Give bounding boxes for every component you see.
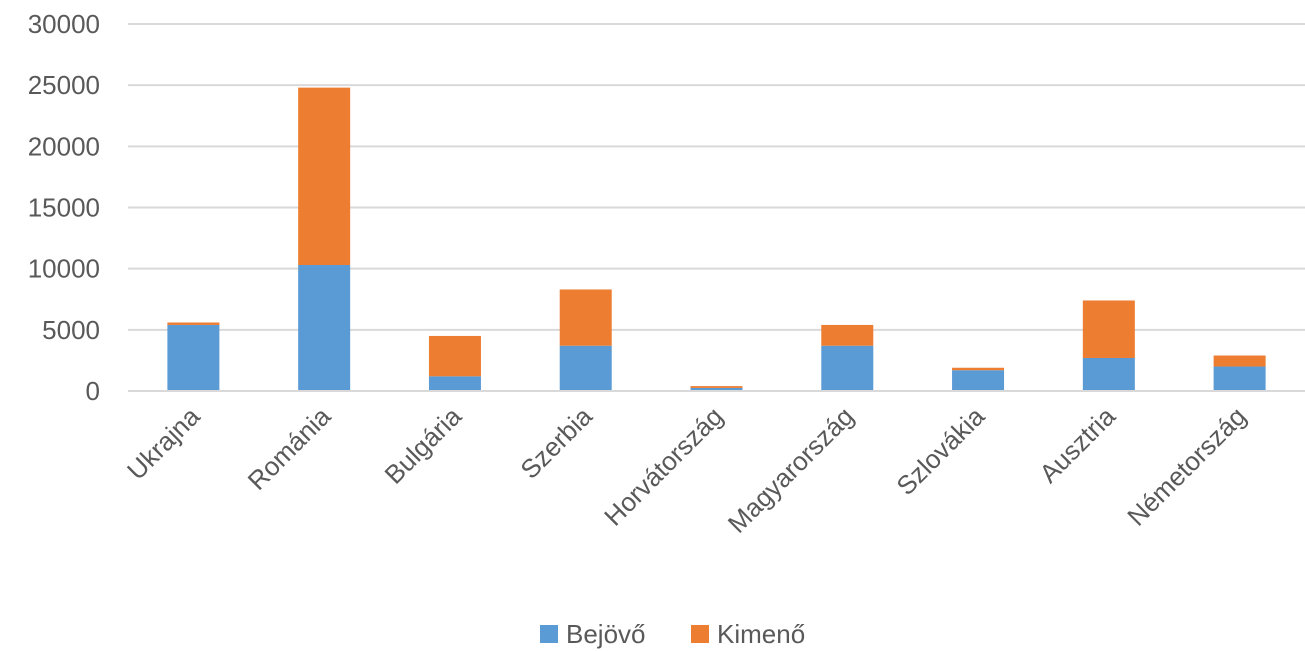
x-tick-label: Ukrajna (121, 401, 206, 486)
bar-bejovo (167, 324, 220, 391)
y-axis-tick-labels: 0 5000 10000 15000 20000 25000 30000 (28, 9, 100, 406)
bar-kimeno (1082, 300, 1135, 358)
x-axis-tick-labels: Ukrajna Románia Bulgária Szerbia Horvátorszá… (121, 401, 1252, 539)
bar-kimeno (821, 324, 874, 346)
legend: Bejövő Kimenő (540, 619, 805, 649)
bars (167, 87, 1266, 391)
bar-bejovo (428, 376, 481, 391)
x-tick-label: Magyarország (722, 401, 860, 539)
x-tick-label: Horvátország (598, 401, 729, 532)
bar-kimeno (167, 322, 220, 325)
bar-bejovo (1082, 357, 1135, 391)
bar-bejovo (821, 345, 874, 391)
bar-kimeno (952, 367, 1005, 371)
bar-bejovo (690, 387, 743, 391)
bar-kimeno (428, 335, 481, 377)
y-tick-label: 5000 (42, 315, 100, 345)
y-tick-label: 30000 (28, 9, 100, 39)
legend-swatch-kimeno (691, 625, 709, 643)
x-tick-label: Szlovákia (890, 401, 990, 501)
bar-bejovo (298, 264, 351, 391)
x-tick-label: Szerbia (514, 401, 598, 485)
legend-label-kimeno: Kimenő (717, 619, 805, 649)
bar-kimeno (559, 289, 612, 346)
x-tick-label: Ausztria (1033, 401, 1121, 489)
x-tick-label: Románia (242, 401, 337, 496)
x-tick-label: Bulgária (379, 401, 468, 490)
legend-label-bejovo: Bejövő (566, 619, 646, 649)
bar-bejovo (952, 370, 1005, 391)
legend-swatch-bejovo (540, 625, 558, 643)
y-tick-label: 0 (86, 376, 100, 406)
y-tick-label: 15000 (28, 193, 100, 223)
bar-bejovo (1213, 366, 1266, 391)
bar-kimeno (298, 87, 351, 265)
bar-bejovo (559, 345, 612, 391)
y-tick-label: 25000 (28, 70, 100, 100)
y-tick-label: 10000 (28, 254, 100, 284)
bar-kimeno (1213, 355, 1266, 367)
x-tick-label: Németország (1121, 401, 1252, 532)
y-tick-label: 20000 (28, 131, 100, 161)
bar-kimeno (690, 386, 743, 388)
